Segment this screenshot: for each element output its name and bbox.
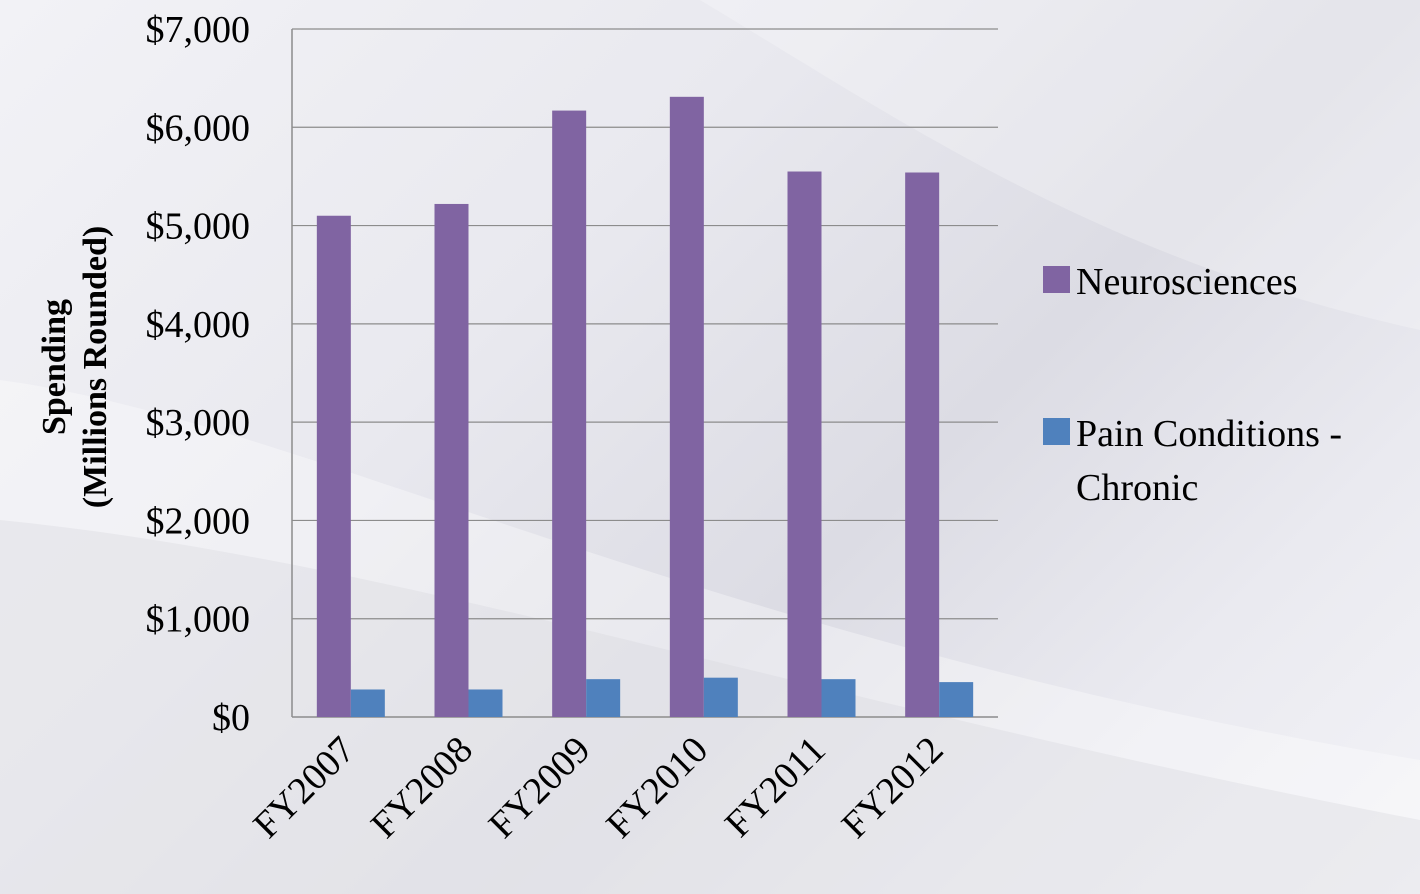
bar-pain-conditions-chronic-fy2011 — [821, 679, 856, 717]
bar-neurosciences-fy2011 — [787, 171, 822, 717]
x-tick-label: FY2011 — [717, 729, 834, 846]
bar-pain-conditions-chronic-fy2009 — [586, 679, 621, 717]
legend: Neurosciences Pain Conditions - Chronic — [1043, 261, 1342, 509]
y-axis-ticks: $0 $1,000 $2,000 $3,000 $4,000 $5,000 $6,000 $7… — [146, 9, 251, 739]
x-axis-ticks: FY2007 FY2008 FY2009 FY2010 FY2011 FY2012 — [245, 729, 951, 847]
bar-neurosciences-fy2012 — [905, 172, 940, 718]
y-tick-label: $3,000 — [146, 402, 251, 444]
bar-neurosciences-fy2009 — [552, 110, 587, 717]
y-tick-label: $0 — [212, 697, 250, 739]
y-tick-label: $6,000 — [146, 107, 251, 149]
gridlines — [292, 28, 998, 620]
y-tick-label: $7,000 — [146, 9, 251, 51]
y-tick-label: $1,000 — [146, 599, 251, 641]
y-axis-title-line2: (Millions Rounded) — [77, 226, 114, 508]
legend-label: Chronic — [1076, 467, 1198, 509]
y-tick-label: $4,000 — [146, 304, 251, 346]
legend-swatch — [1043, 266, 1070, 293]
bar-neurosciences-fy2010 — [669, 96, 704, 718]
y-axis-title: Spending (Millions Rounded) — [36, 226, 114, 508]
y-tick-label: $2,000 — [146, 500, 251, 542]
x-tick-label: FY2009 — [481, 729, 599, 847]
bar-neurosciences-fy2008 — [434, 203, 469, 717]
bar-pain-conditions-chronic-fy2007 — [350, 689, 385, 717]
bar-pain-conditions-chronic-fy2012 — [939, 682, 974, 717]
y-axis-title-line1: Spending — [36, 299, 73, 435]
bar-neurosciences-fy2007 — [316, 215, 351, 717]
bars — [316, 96, 974, 718]
x-tick-label: FY2007 — [245, 729, 363, 847]
x-tick-label: FY2010 — [598, 729, 716, 847]
bar-pain-conditions-chronic-fy2010 — [703, 677, 738, 717]
bar-pain-conditions-chronic-fy2008 — [468, 689, 503, 717]
x-tick-label: FY2008 — [363, 729, 481, 847]
legend-swatch — [1043, 418, 1070, 445]
legend-label: Neurosciences — [1076, 261, 1298, 303]
legend-label: Pain Conditions - — [1076, 413, 1342, 455]
y-tick-label: $5,000 — [146, 206, 251, 248]
x-tick-label: FY2012 — [834, 729, 952, 847]
axes — [291, 29, 998, 718]
